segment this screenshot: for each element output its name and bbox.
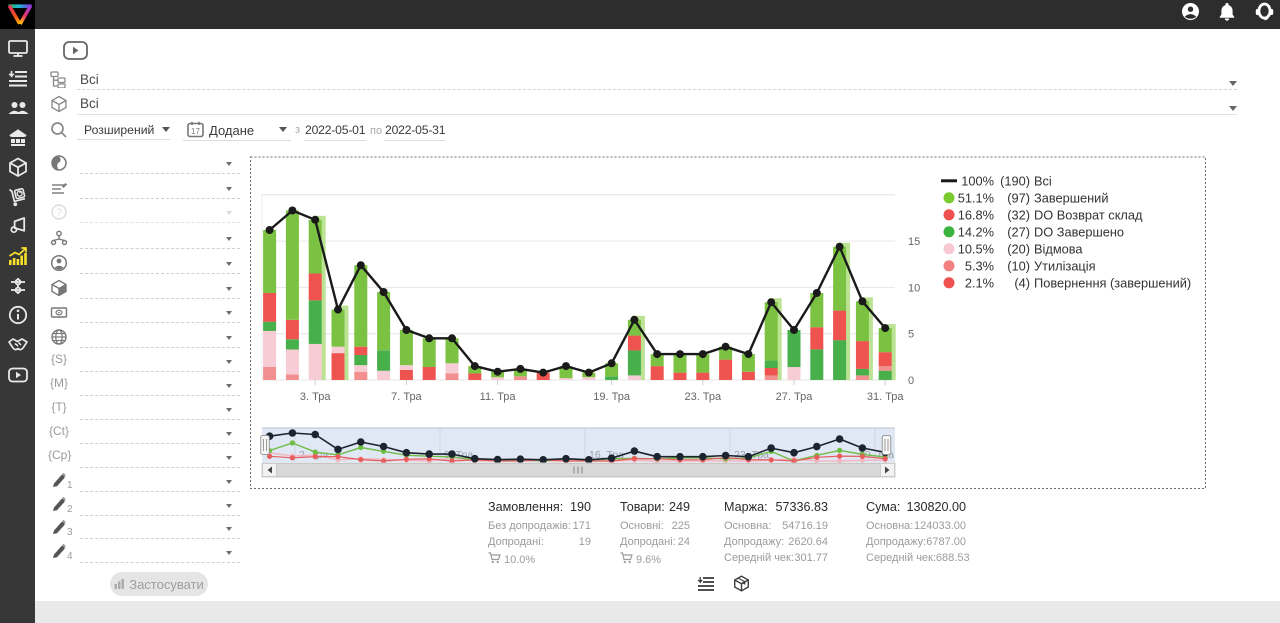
svg-text:100%: 100% bbox=[961, 173, 994, 188]
svg-text:?: ? bbox=[56, 208, 62, 219]
svg-text:Утилізація: Утилізація bbox=[1034, 258, 1096, 273]
svg-text:23. Тра: 23. Тра bbox=[684, 391, 722, 403]
svg-text:2: 2 bbox=[67, 504, 72, 514]
svg-text:15: 15 bbox=[908, 236, 920, 248]
svg-text:Завершений: Завершений bbox=[1034, 190, 1108, 205]
svg-text:17: 17 bbox=[191, 127, 200, 136]
svg-text:Повернення (завершений): Повернення (завершений) bbox=[1034, 275, 1191, 290]
svg-text:51.1%: 51.1% bbox=[958, 190, 994, 205]
svg-text:(27): (27) bbox=[1007, 224, 1030, 239]
svg-text:16.8%: 16.8% bbox=[958, 207, 994, 222]
svg-text:3. Тра: 3. Тра bbox=[300, 391, 331, 403]
svg-text:5: 5 bbox=[908, 329, 914, 341]
svg-text:(190): (190) bbox=[1000, 173, 1030, 188]
svg-text:(10): (10) bbox=[1007, 258, 1030, 273]
svg-text:DO Возврат склад: DO Возврат склад bbox=[1034, 207, 1143, 222]
svg-text:2.1%: 2.1% bbox=[965, 275, 994, 290]
svg-text:(20): (20) bbox=[1007, 241, 1030, 256]
svg-text:(32): (32) bbox=[1007, 207, 1030, 222]
svg-text:7. Тра: 7. Тра bbox=[391, 391, 422, 403]
svg-text:(97): (97) bbox=[1007, 190, 1030, 205]
svg-text:1: 1 bbox=[67, 480, 72, 490]
svg-text:5.3%: 5.3% bbox=[965, 258, 994, 273]
svg-text:14.2%: 14.2% bbox=[958, 224, 994, 239]
svg-text:0: 0 bbox=[908, 375, 914, 387]
svg-text:27. Тра: 27. Тра bbox=[776, 391, 814, 403]
svg-text:19. Тра: 19. Тра bbox=[593, 391, 631, 403]
svg-text:Всі: Всі bbox=[1034, 173, 1052, 188]
svg-text:3: 3 bbox=[67, 527, 72, 537]
svg-text:(4): (4) bbox=[1014, 275, 1030, 290]
svg-text:10: 10 bbox=[908, 282, 920, 294]
svg-text:31. Тра: 31. Тра bbox=[867, 391, 905, 403]
svg-text:Відмова: Відмова bbox=[1034, 241, 1083, 256]
svg-text:DO Завершено: DO Завершено bbox=[1034, 224, 1124, 239]
svg-text:4: 4 bbox=[67, 551, 72, 561]
svg-text:10.5%: 10.5% bbox=[958, 241, 994, 256]
svg-text:11. Тра: 11. Тра bbox=[480, 391, 517, 403]
